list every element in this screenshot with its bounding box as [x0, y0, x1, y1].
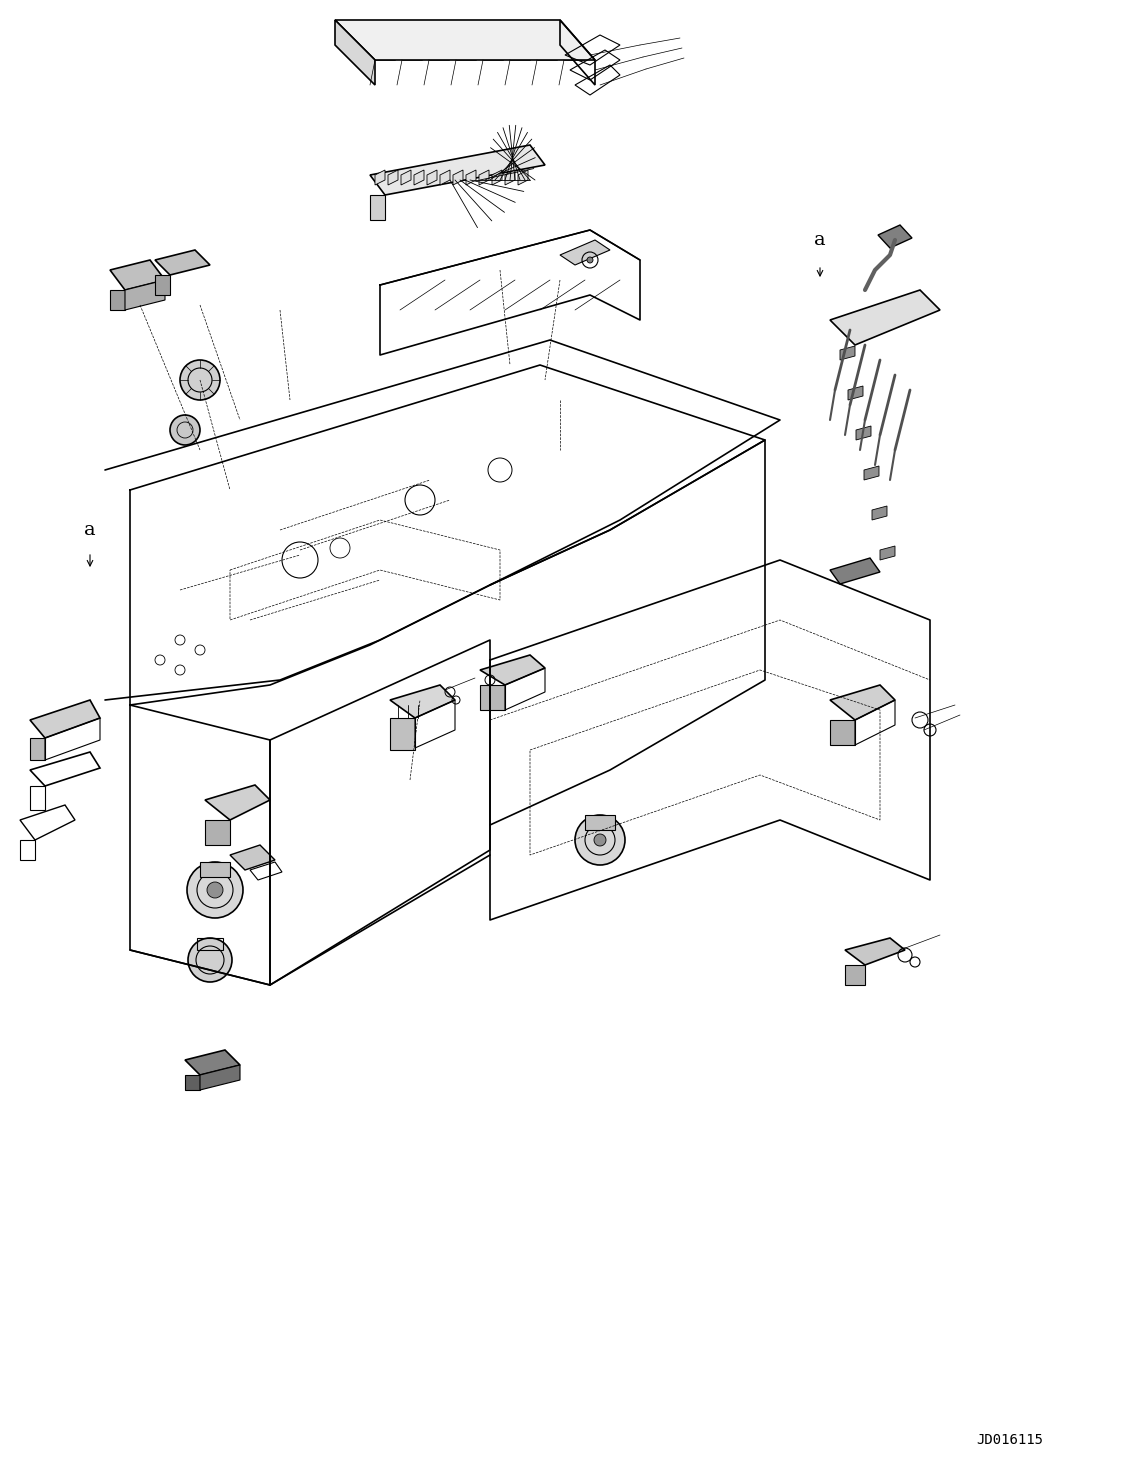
Polygon shape: [200, 1066, 240, 1089]
Polygon shape: [110, 290, 125, 310]
Polygon shape: [370, 144, 545, 195]
Polygon shape: [872, 506, 887, 520]
Polygon shape: [390, 685, 455, 718]
Polygon shape: [845, 937, 905, 965]
Circle shape: [207, 881, 223, 898]
Polygon shape: [335, 21, 375, 85]
Circle shape: [170, 416, 200, 445]
Polygon shape: [155, 251, 210, 276]
Polygon shape: [205, 786, 270, 820]
Polygon shape: [230, 845, 275, 870]
Polygon shape: [466, 170, 475, 186]
Polygon shape: [401, 170, 411, 186]
Polygon shape: [453, 170, 463, 186]
Polygon shape: [185, 1049, 240, 1075]
Polygon shape: [480, 654, 545, 685]
Circle shape: [594, 834, 606, 846]
Polygon shape: [110, 259, 165, 290]
Polygon shape: [830, 559, 880, 584]
Polygon shape: [518, 170, 528, 186]
Polygon shape: [845, 965, 865, 985]
Bar: [585, 815, 615, 830]
Polygon shape: [387, 170, 398, 186]
Polygon shape: [427, 170, 437, 186]
Text: a: a: [85, 520, 96, 539]
Polygon shape: [390, 718, 415, 750]
Circle shape: [187, 937, 232, 982]
Polygon shape: [480, 685, 505, 710]
Polygon shape: [505, 170, 515, 186]
Circle shape: [575, 815, 625, 865]
Polygon shape: [185, 1075, 200, 1089]
Polygon shape: [878, 226, 912, 248]
Text: JD016115: JD016115: [976, 1433, 1044, 1447]
Polygon shape: [830, 719, 855, 744]
Circle shape: [179, 360, 219, 399]
Polygon shape: [491, 170, 502, 186]
Polygon shape: [335, 21, 596, 60]
Bar: [197, 937, 223, 951]
Polygon shape: [840, 346, 855, 360]
Polygon shape: [370, 195, 385, 220]
Polygon shape: [479, 170, 489, 186]
Circle shape: [588, 256, 593, 262]
Polygon shape: [375, 170, 385, 186]
Polygon shape: [155, 276, 170, 295]
Polygon shape: [440, 170, 450, 186]
Text: a: a: [814, 231, 825, 249]
Polygon shape: [30, 738, 45, 761]
Polygon shape: [30, 700, 99, 738]
Circle shape: [187, 862, 243, 918]
Polygon shape: [205, 820, 230, 845]
Polygon shape: [560, 240, 610, 265]
Polygon shape: [414, 170, 424, 186]
Polygon shape: [880, 545, 895, 560]
Polygon shape: [848, 386, 863, 399]
Polygon shape: [864, 466, 879, 481]
Polygon shape: [830, 685, 895, 719]
Polygon shape: [125, 280, 165, 310]
Bar: [200, 862, 230, 877]
Polygon shape: [830, 290, 940, 345]
Polygon shape: [856, 426, 871, 441]
